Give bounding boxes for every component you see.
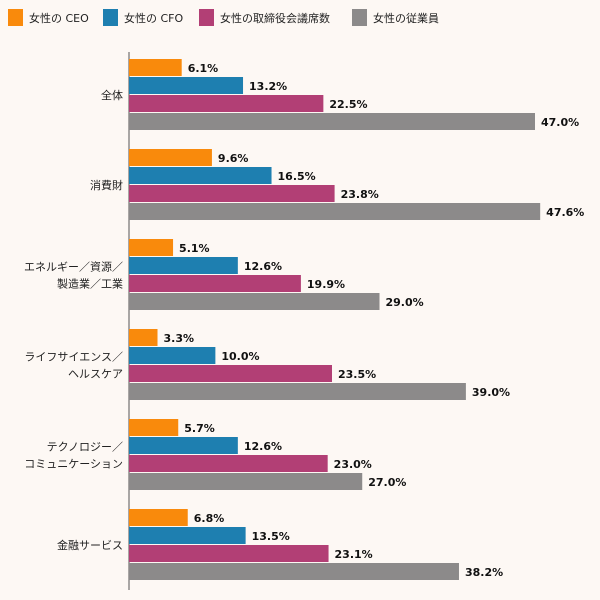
bar-5-1 bbox=[129, 527, 246, 544]
value-label-4-3: 27.0% bbox=[368, 476, 406, 489]
value-label-0-2: 22.5% bbox=[329, 98, 367, 111]
value-label-4-0: 5.7% bbox=[184, 422, 215, 435]
value-label-5-0: 6.8% bbox=[194, 512, 225, 525]
value-label-1-1: 16.5% bbox=[278, 170, 316, 183]
bar-0-2 bbox=[129, 95, 324, 112]
bar-0-3 bbox=[129, 113, 535, 130]
legend-label-3: 女性の従業員 bbox=[373, 11, 439, 25]
category-label-5-0: 金融サービス bbox=[57, 538, 123, 552]
bar-4-2 bbox=[129, 455, 328, 472]
bar-1-3 bbox=[129, 203, 541, 220]
value-label-2-3: 29.0% bbox=[386, 296, 424, 309]
bar-2-1 bbox=[129, 257, 238, 274]
value-label-3-2: 23.5% bbox=[338, 368, 376, 381]
bar-3-0 bbox=[129, 329, 158, 346]
value-label-2-1: 12.6% bbox=[244, 260, 282, 273]
bar-3-2 bbox=[129, 365, 332, 382]
bar-0-0 bbox=[129, 59, 182, 76]
legend-swatch-0 bbox=[8, 9, 23, 26]
value-label-2-0: 5.1% bbox=[179, 242, 210, 255]
category-label-3-0: ライフサイエンス／ bbox=[24, 351, 123, 364]
category-label-3-1: ヘルスケア bbox=[68, 368, 123, 381]
legend: 女性の CEO 女性の CFO 女性の取締役会議席数 女性の従業員 bbox=[8, 9, 439, 26]
value-label-3-3: 39.0% bbox=[472, 386, 510, 399]
legend-label-0: 女性の CEO bbox=[29, 11, 89, 25]
value-label-4-1: 12.6% bbox=[244, 440, 282, 453]
value-label-5-1: 13.5% bbox=[252, 530, 290, 543]
bars bbox=[129, 59, 541, 580]
legend-label-2: 女性の取締役会議席数 bbox=[220, 11, 330, 25]
value-label-0-3: 47.0% bbox=[541, 116, 579, 129]
value-label-2-2: 19.9% bbox=[307, 278, 345, 291]
bar-4-0 bbox=[129, 419, 179, 436]
legend-label-1: 女性の CFO bbox=[124, 11, 184, 25]
bar-4-1 bbox=[129, 437, 238, 454]
category-label-4-0: テクノロジー／ bbox=[47, 441, 123, 454]
bar-5-3 bbox=[129, 563, 459, 580]
bar-1-1 bbox=[129, 167, 272, 184]
bar-1-0 bbox=[129, 149, 212, 166]
bar-0-1 bbox=[129, 77, 244, 94]
value-label-3-0: 3.3% bbox=[164, 332, 195, 345]
bar-3-3 bbox=[129, 383, 466, 400]
value-label-0-1: 13.2% bbox=[249, 80, 287, 93]
value-labels: 6.1% 13.2% 22.5% 47.0% 9.6% 16.5% 23.8% 47.6% 5.… bbox=[164, 62, 585, 579]
value-label-5-3: 38.2% bbox=[465, 566, 503, 579]
value-label-1-0: 9.6% bbox=[218, 152, 249, 165]
value-label-1-3: 47.6% bbox=[546, 206, 584, 219]
category-label-0-0: 全体 bbox=[101, 88, 123, 102]
bar-2-3 bbox=[129, 293, 380, 310]
bar-1-2 bbox=[129, 185, 335, 202]
value-label-1-2: 23.8% bbox=[341, 188, 379, 201]
value-label-5-2: 23.1% bbox=[335, 548, 373, 561]
bar-3-1 bbox=[129, 347, 216, 364]
category-label-2-1: 製造業／工業 bbox=[57, 277, 123, 291]
category-label-4-1: コミュニケーション bbox=[24, 458, 123, 471]
value-label-3-1: 10.0% bbox=[221, 350, 259, 363]
bar-2-2 bbox=[129, 275, 301, 292]
legend-swatch-1 bbox=[103, 9, 118, 26]
bar-5-0 bbox=[129, 509, 188, 526]
bar-2-0 bbox=[129, 239, 174, 256]
category-label-1-0: 消費財 bbox=[90, 178, 123, 192]
value-label-4-2: 23.0% bbox=[334, 458, 372, 471]
bar-5-2 bbox=[129, 545, 329, 562]
value-label-0-0: 6.1% bbox=[188, 62, 219, 75]
bar-4-3 bbox=[129, 473, 363, 490]
legend-swatch-2 bbox=[199, 9, 214, 26]
legend-swatch-3 bbox=[352, 9, 367, 26]
category-label-2-0: エネルギー／資源／ bbox=[24, 260, 123, 274]
